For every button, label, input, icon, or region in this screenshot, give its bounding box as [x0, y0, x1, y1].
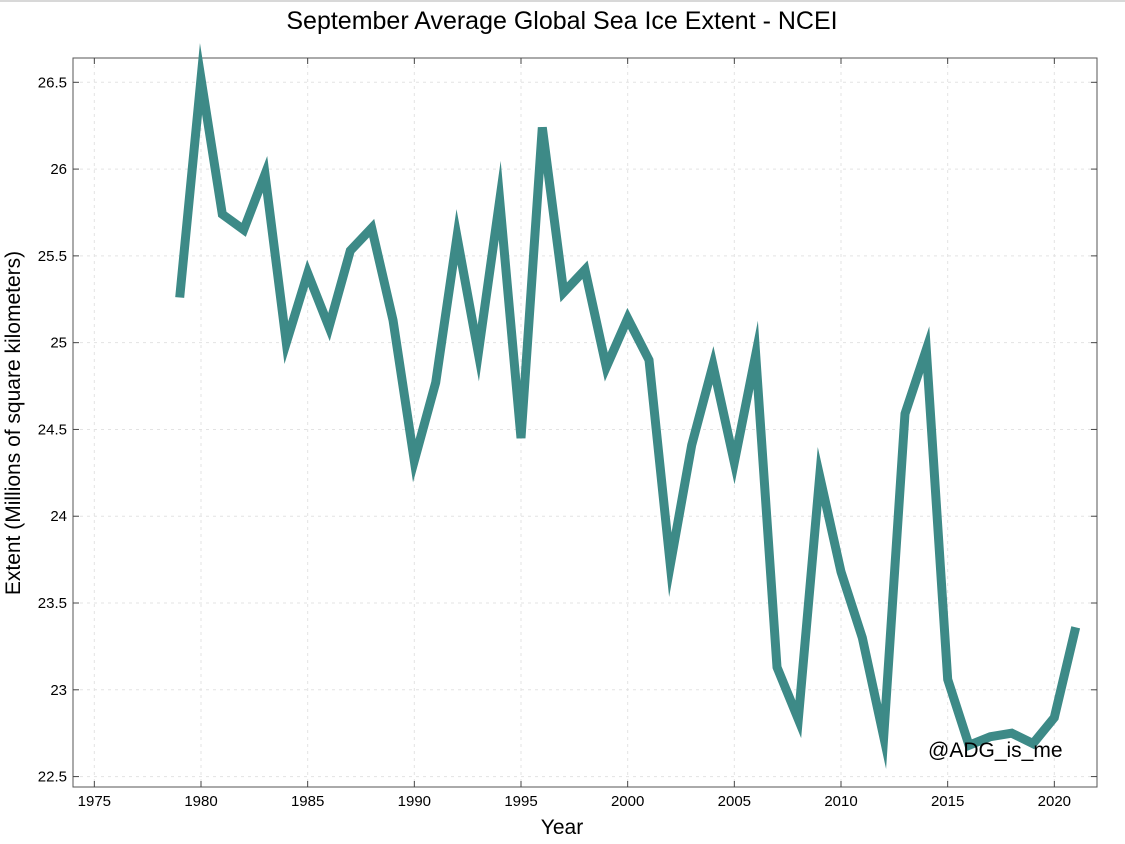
chart-title: September Average Global Sea Ice Extent …	[286, 7, 837, 35]
x-tick-label: 2010	[824, 793, 857, 810]
x-tick-label: 2015	[931, 793, 964, 810]
y-tick-label: 23	[50, 682, 67, 699]
x-tick-label: 1985	[291, 793, 324, 810]
x-tick-label: 2020	[1038, 793, 1071, 810]
y-tick-label: 23.5	[38, 595, 67, 612]
y-tick-label: 26.5	[38, 74, 67, 91]
y-tick-label: 22.5	[38, 769, 67, 786]
x-tick-label: 2005	[718, 793, 751, 810]
series-line	[175, 43, 1081, 770]
x-tick-label: 1995	[504, 793, 537, 810]
x-tick-label: 1975	[78, 793, 111, 810]
watermark-annotation: @ADG_is_me	[928, 739, 1063, 762]
y-tick-label: 25	[50, 335, 67, 352]
y-tick-label: 26	[50, 161, 67, 178]
data-series	[175, 43, 1081, 770]
y-axis-label: Extent (Millions of square kilometers)	[2, 251, 25, 595]
x-tick-label: 2000	[611, 793, 644, 810]
y-tick-label: 25.5	[38, 248, 67, 265]
plot-area-frame	[72, 57, 1098, 788]
x-tick-label: 1980	[184, 793, 217, 810]
grid	[73, 58, 1097, 787]
x-axis-label: Year	[541, 816, 583, 839]
y-tick-label: 24	[50, 508, 67, 525]
y-tick-label: 24.5	[38, 421, 67, 438]
x-tick-label: 1990	[398, 793, 431, 810]
